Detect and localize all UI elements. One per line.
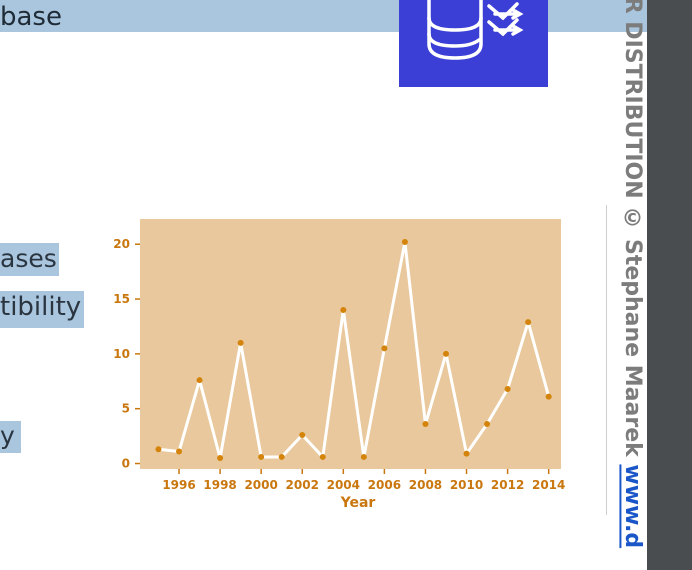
divider bbox=[606, 205, 607, 515]
data-point bbox=[381, 345, 388, 352]
database-service-icon bbox=[399, 0, 548, 87]
data-point bbox=[422, 421, 429, 428]
data-point bbox=[442, 350, 449, 357]
watermark-link[interactable]: www.d bbox=[620, 464, 645, 549]
copyright-watermark: OR DISTRIBUTION © Stephane Maarek www.d bbox=[617, 0, 647, 570]
data-point bbox=[484, 421, 491, 428]
bullet-item: y bbox=[0, 421, 21, 453]
x-tick-label: 1996 bbox=[162, 478, 195, 492]
data-point bbox=[401, 239, 408, 246]
watermark-text: OR DISTRIBUTION © Stephane Maarek bbox=[620, 0, 645, 465]
x-tick-label: 2004 bbox=[327, 478, 360, 492]
data-point bbox=[360, 453, 367, 460]
line-chart: 0 5 10 15 20 1996 1998 2000 2002 2004 2006 2008 201… bbox=[113, 219, 565, 511]
y-tick-label: 15 bbox=[113, 292, 130, 306]
x-tick-label: 2014 bbox=[532, 478, 565, 492]
x-tick-label: 2010 bbox=[450, 478, 483, 492]
x-tick-label: 2000 bbox=[244, 478, 277, 492]
data-point bbox=[155, 446, 162, 453]
window-edge bbox=[647, 0, 692, 570]
data-point bbox=[525, 319, 532, 326]
x-tick-label: 2008 bbox=[409, 478, 442, 492]
x-tick-label: 2006 bbox=[368, 478, 401, 492]
y-tick-label: 10 bbox=[113, 347, 130, 361]
data-point bbox=[237, 339, 244, 346]
data-point bbox=[545, 393, 552, 400]
x-tick-label: 1998 bbox=[203, 478, 236, 492]
data-points bbox=[155, 239, 552, 462]
plot-area bbox=[140, 219, 561, 469]
data-point bbox=[463, 450, 470, 457]
y-axis: 0 5 10 15 20 bbox=[113, 237, 140, 471]
y-tick-label: 5 bbox=[122, 402, 130, 416]
data-point bbox=[278, 453, 285, 460]
data-point bbox=[299, 432, 306, 439]
x-tick-label: 2002 bbox=[286, 478, 319, 492]
x-axis: 1996 1998 2000 2002 2004 2006 2008 2010 2012 2014 bbox=[162, 469, 565, 492]
slide-title-fragment: base bbox=[0, 0, 692, 32]
x-tick-label: 2012 bbox=[491, 478, 524, 492]
data-point bbox=[196, 377, 203, 384]
data-point bbox=[340, 307, 347, 314]
bullet-item: tibility bbox=[0, 291, 85, 328]
series-line bbox=[158, 240, 551, 460]
data-point bbox=[258, 453, 265, 460]
data-point bbox=[319, 453, 326, 460]
y-tick-label: 0 bbox=[122, 457, 130, 471]
data-point bbox=[217, 455, 224, 462]
x-axis-label: Year bbox=[340, 495, 376, 511]
bullet-item: ases bbox=[0, 243, 59, 276]
y-tick-label: 20 bbox=[113, 237, 130, 251]
data-point bbox=[504, 385, 511, 392]
data-point bbox=[176, 448, 183, 455]
